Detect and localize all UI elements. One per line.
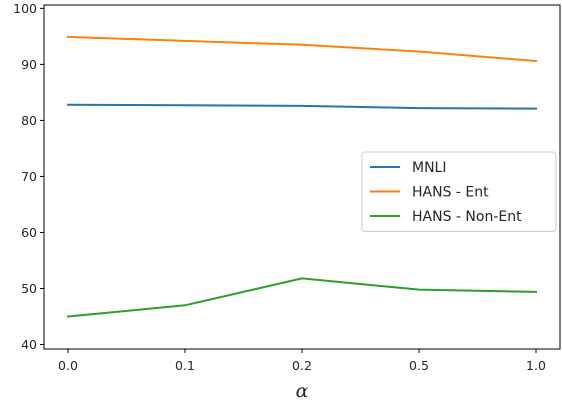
legend-label-hans-non-ent: HANS - Non-Ent bbox=[412, 209, 522, 225]
y-tick-label: 90 bbox=[21, 57, 37, 72]
y-tick-label: 70 bbox=[21, 169, 37, 184]
series-line-mnli bbox=[66, 103, 538, 110]
x-tick-label: 0.1 bbox=[175, 358, 195, 373]
legend-label-hans-ent: HANS - Ent bbox=[412, 185, 489, 201]
x-axis-title: α bbox=[296, 380, 309, 402]
series-line-hans-non-ent bbox=[66, 277, 538, 318]
y-axis: 40 50 60 70 80 90 100 bbox=[13, 1, 44, 352]
series-layer bbox=[66, 35, 538, 318]
y-tick-label: 50 bbox=[21, 281, 37, 296]
x-tick-label: 0.0 bbox=[58, 358, 78, 373]
legend: MNLI HANS - Ent HANS - Non-Ent bbox=[361, 151, 557, 232]
x-axis: 0.0 0.1 0.2 0.5 1.0 bbox=[58, 349, 546, 373]
y-tick-label: 80 bbox=[21, 113, 37, 128]
series-line-hans-ent bbox=[66, 35, 538, 63]
x-tick-label: 1.0 bbox=[526, 358, 546, 373]
y-tick-label: 60 bbox=[21, 225, 37, 240]
legend-label-mnli: MNLI bbox=[412, 160, 446, 176]
y-tick-label: 100 bbox=[13, 1, 37, 16]
x-tick-label: 0.5 bbox=[409, 358, 429, 373]
x-tick-label: 0.2 bbox=[292, 358, 312, 373]
y-tick-label: 40 bbox=[21, 337, 37, 352]
legend-box bbox=[361, 151, 557, 232]
